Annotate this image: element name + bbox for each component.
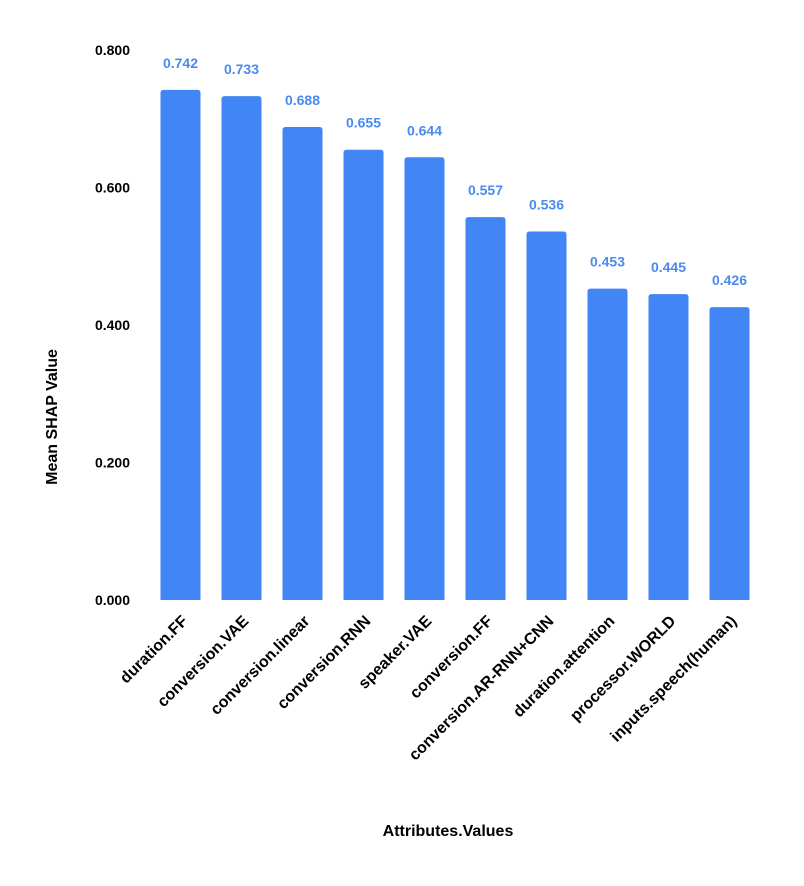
data-label: 0.655 xyxy=(346,115,381,131)
bar xyxy=(526,231,567,600)
bar xyxy=(404,157,445,600)
bar xyxy=(709,307,750,600)
bars xyxy=(160,89,750,600)
bar xyxy=(160,89,201,600)
data-label: 0.733 xyxy=(224,61,259,77)
data-label: 0.426 xyxy=(712,272,747,288)
bar xyxy=(465,217,506,600)
data-label: 0.445 xyxy=(651,259,686,275)
data-label: 0.742 xyxy=(163,55,198,71)
x-axis-tick-labels: duration.FFconversion.VAEconversion.line… xyxy=(117,613,740,764)
y-tick-label: 0.200 xyxy=(95,455,130,471)
x-tick-label: processor.WORLD xyxy=(567,613,679,725)
x-axis-title: Attributes.Values xyxy=(383,823,514,840)
bar xyxy=(648,294,689,600)
bar xyxy=(221,96,262,600)
bar xyxy=(282,127,323,600)
y-axis-ticks: 0.000 0.200 0.400 0.600 0.800 xyxy=(95,42,130,608)
y-tick-label: 0.400 xyxy=(95,317,130,333)
y-axis-title: Mean SHAP Value xyxy=(44,349,61,485)
data-labels: 0.742 0.733 0.688 0.655 0.644 0.557 0.536 0.453… xyxy=(163,55,747,288)
data-label: 0.536 xyxy=(529,197,564,213)
data-label: 0.557 xyxy=(468,182,503,198)
data-label: 0.453 xyxy=(590,254,625,270)
x-tick-label: inputs.speech(human) xyxy=(608,613,741,746)
y-tick-label: 0.600 xyxy=(95,180,130,196)
data-label: 0.644 xyxy=(407,122,442,138)
x-tick-label: duration.attention xyxy=(510,613,618,721)
bar xyxy=(587,288,628,600)
data-label: 0.688 xyxy=(285,92,320,108)
y-tick-label: 0.000 xyxy=(95,592,130,608)
y-tick-label: 0.800 xyxy=(95,42,130,58)
bar xyxy=(343,149,384,600)
